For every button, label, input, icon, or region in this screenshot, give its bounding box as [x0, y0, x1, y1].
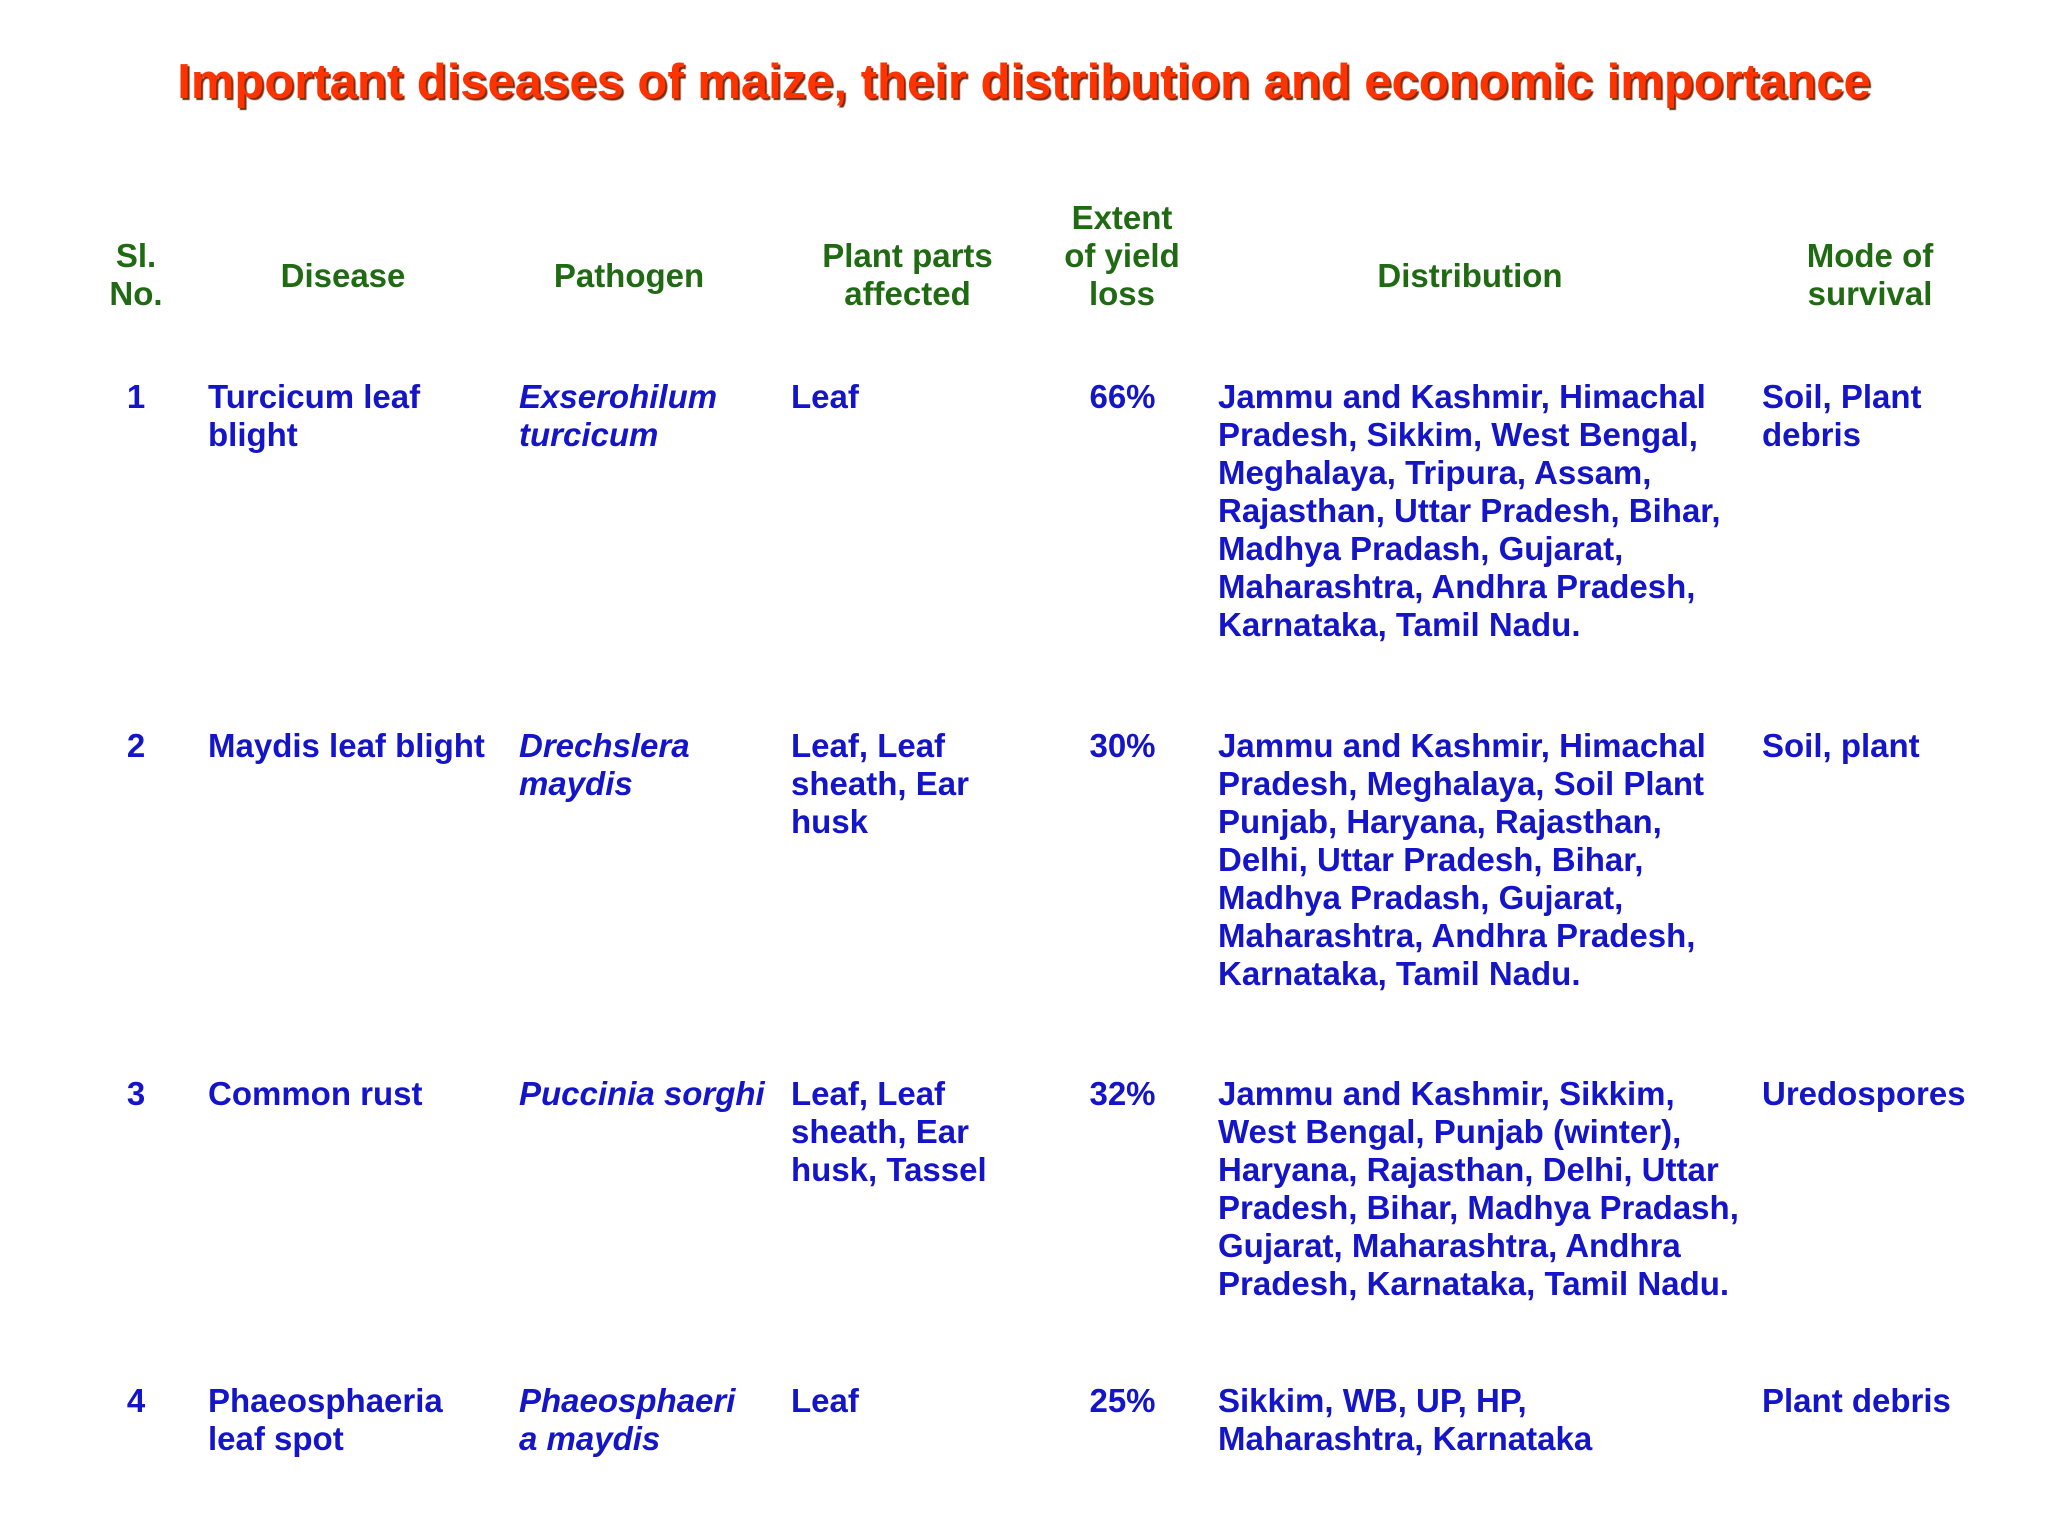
distribution: Jammu and Kashmir, Himachal Pradesh, Sik… [1218, 378, 1721, 643]
row-number: 2 [126, 727, 146, 764]
plant-parts: Leaf, Leaf sheath, Ear husk [791, 727, 969, 840]
pathogen-name: Puccinia sorghi [519, 1075, 765, 1112]
header-distribution: Distribution [1377, 257, 1563, 294]
yield-loss: 30% [1089, 727, 1156, 764]
disease-name: Maydis leaf blight [208, 727, 485, 764]
mode-of-survival: Uredospores [1762, 1075, 1966, 1112]
header-plant-parts: Plant parts affected [822, 237, 993, 312]
mode-of-survival: Plant debris [1762, 1382, 1951, 1419]
header-mode-of-survival: Mode of survival [1806, 237, 1934, 312]
disease-name: Common rust [208, 1075, 423, 1112]
plant-parts: Leaf [791, 1382, 859, 1419]
yield-loss: 32% [1089, 1075, 1156, 1112]
disease-name: Turcicum leaf blight [208, 378, 421, 453]
disease-name: Phaeosphaeria leaf spot [208, 1382, 443, 1457]
pathogen-name: Phaeosphaeria maydis [519, 1382, 736, 1457]
distribution: Jammu and Kashmir, Himachal Pradesh, Meg… [1218, 727, 1706, 992]
yield-loss: 25% [1089, 1382, 1156, 1419]
header-pathogen: Pathogen [553, 257, 705, 294]
header-sl-no: Sl. No. [109, 237, 163, 312]
plant-parts: Leaf, Leaf sheath, Ear husk, Tassel [791, 1075, 987, 1188]
pathogen-name: Exserohilum turcicum [519, 378, 718, 453]
distribution: Jammu and Kashmir, Sikkim, West Bengal, … [1218, 1075, 1739, 1302]
slide-title: Important diseases of maize, their distr… [177, 55, 1871, 109]
pathogen-name: Drechslera maydis [519, 727, 690, 802]
header-yield-loss: Extent of yield loss [1064, 199, 1180, 312]
mode-of-survival: Soil, Plant debris [1762, 378, 1922, 453]
mode-of-survival: Soil, plant [1762, 727, 1920, 764]
plant-parts: Leaf [791, 378, 859, 415]
row-number: 1 [126, 378, 146, 415]
row-number: 3 [126, 1075, 146, 1112]
distribution: Sikkim, WB, UP, HP, Maharashtra, Karnata… [1218, 1382, 1593, 1457]
header-disease: Disease [280, 257, 406, 294]
row-number: 4 [126, 1382, 146, 1419]
yield-loss: 66% [1089, 378, 1156, 415]
